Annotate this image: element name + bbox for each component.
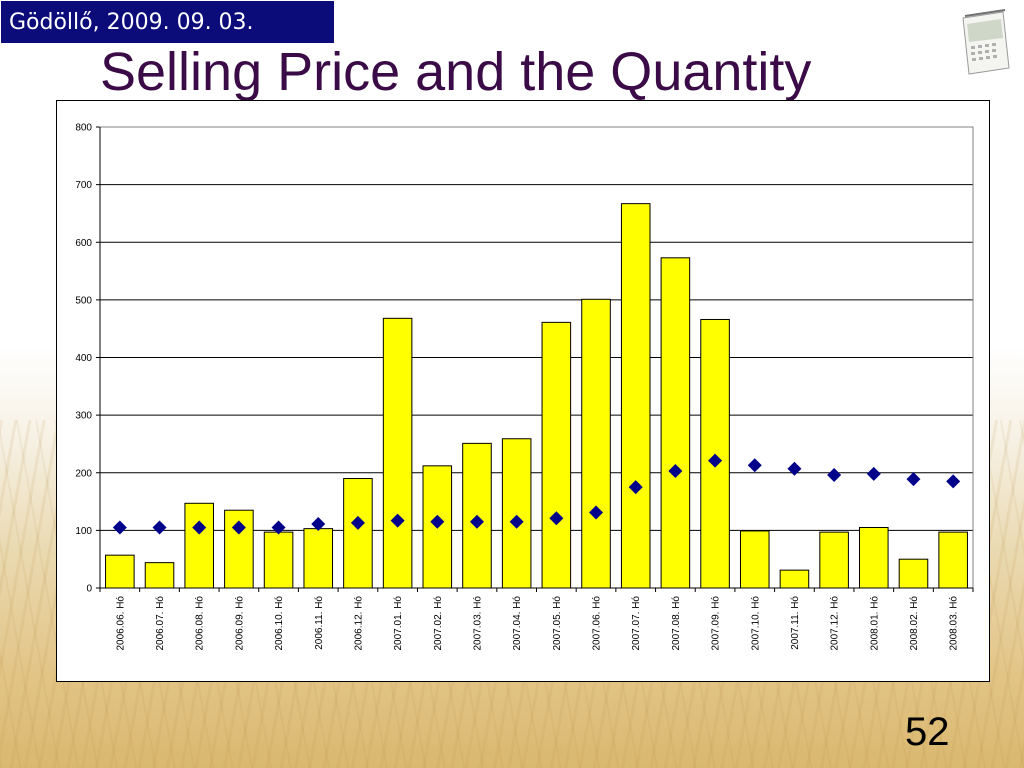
x-tick-label: 2007.12. Hó [830, 596, 841, 651]
x-tick-label: 2006.07. Hó [155, 596, 166, 651]
bar [700, 318, 730, 589]
date-location-label: Gödöllő, 2009. 09. 03. [0, 0, 335, 44]
bar [938, 531, 968, 589]
x-tick-label: 2007.08. Hó [671, 596, 682, 651]
bar [541, 321, 572, 589]
diamond-marker [747, 458, 762, 473]
diamond-marker [192, 520, 207, 535]
diamond-marker [271, 520, 286, 535]
y-tick-label: 0 [86, 584, 92, 595]
bar [739, 530, 770, 589]
page-number: 52 [905, 710, 950, 754]
bar [819, 531, 849, 589]
x-tick-label: 2008.03. Hó [949, 596, 960, 651]
bar [779, 569, 810, 589]
chart-frame: 0 100 200 300 400 500 600 700 800 2006.06. Hó 2006… [56, 100, 990, 682]
selling-price-quantity-chart: 0 100 200 300 400 500 600 700 800 2006.06. Hó 2006… [75, 123, 974, 651]
diamond-marker [628, 480, 643, 495]
x-tick-label: 2006.09. Hó [234, 596, 245, 651]
x-tick-label: 2006.06. Hó [115, 596, 126, 651]
diamond-marker [787, 461, 802, 476]
y-tick-label: 600 [75, 238, 92, 249]
y-tick-label: 500 [75, 295, 92, 306]
bar [620, 203, 651, 589]
x-tick-label: 2007.04. Hó [512, 596, 523, 651]
x-tick-label: 2008.01. Hó [869, 596, 880, 651]
slide-title: Selling Price and the Quantity [100, 42, 812, 102]
diamond-marker [390, 513, 405, 528]
diamond-marker [350, 515, 365, 530]
bar [303, 528, 334, 589]
calendar-icon [962, 9, 1010, 75]
diamond-marker [311, 517, 326, 532]
y-tick-label: 200 [75, 468, 92, 479]
diamond-marker [152, 520, 167, 535]
x-tick-label: 2007.03. Hó [472, 596, 483, 651]
x-tick-label: 2007.09. Hó [711, 596, 722, 651]
bar [382, 317, 413, 589]
bar [859, 526, 889, 589]
x-tick-label: 2006.10. Hó [274, 596, 285, 651]
diamond-marker [827, 468, 842, 483]
x-tick-label: 2006.12. Hó [353, 596, 364, 651]
bar [144, 562, 175, 589]
x-tick-label: 2007.06. Hó [592, 596, 603, 651]
y-tick-label: 800 [75, 123, 92, 134]
bar [343, 478, 373, 589]
x-tick-label: 2007.07. Hó [631, 596, 642, 651]
x-tick-label: 2007.10. Hó [750, 596, 761, 651]
x-tick-label: 2006.08. Hó [195, 596, 206, 651]
diamond-marker [589, 505, 604, 520]
x-tick-label: 2007.01. Hó [393, 596, 404, 651]
bar [263, 531, 294, 589]
diamond-marker [231, 520, 246, 535]
x-tick-label: 2007.02. Hó [433, 596, 444, 651]
diamond-marker [112, 520, 127, 535]
diamond-marker [866, 466, 881, 481]
bar [501, 438, 532, 589]
y-tick-label: 100 [75, 526, 92, 537]
x-tick-label: 2006.11. Hó [314, 596, 325, 650]
bar [581, 298, 611, 589]
diamond-marker [668, 464, 683, 479]
bar [184, 502, 214, 589]
bar [660, 257, 691, 589]
diamond-marker [549, 511, 564, 526]
y-tick-label: 300 [75, 411, 92, 422]
bar [898, 558, 929, 589]
y-tick-label: 700 [75, 180, 92, 191]
y-tick-label: 400 [75, 353, 92, 364]
diamond-marker [946, 474, 961, 489]
x-tick-label: 2007.05. Hó [552, 596, 563, 651]
bar [105, 554, 135, 589]
diamond-marker [430, 514, 445, 529]
diamond-marker [906, 472, 921, 487]
x-tick-label: 2007.11. Hó [790, 596, 801, 650]
diamond-marker [469, 514, 484, 529]
diamond-marker [708, 453, 723, 468]
x-tick-label: 2008.02. Hó [909, 596, 920, 651]
